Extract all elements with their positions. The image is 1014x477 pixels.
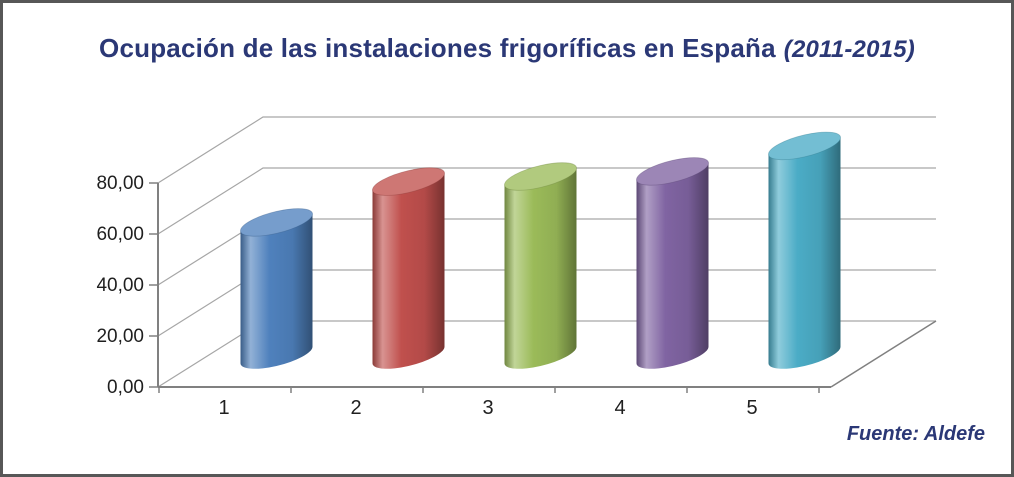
x-tick-label: 4 [614, 397, 625, 419]
cylinder-top [636, 157, 709, 186]
cylinder-5 [768, 131, 841, 369]
cylinder-top [240, 208, 313, 237]
x-tick-label: 2 [350, 397, 361, 419]
x-tick-label: 1 [218, 397, 229, 419]
chart-title-main: Ocupación de las instalaciones frigorífi… [99, 33, 776, 63]
cylinder-4 [636, 157, 709, 369]
cylinder-1 [240, 208, 313, 369]
cylinder-body [636, 163, 709, 369]
cylinder-3 [504, 162, 577, 369]
gridline [157, 116, 936, 184]
cylinder-top [372, 167, 445, 196]
cylinder-body [768, 137, 841, 369]
chart-title: Ocupación de las instalaciones frigorífi… [3, 33, 1011, 64]
y-tick-label: 40,00 [96, 275, 144, 296]
y-tick-label: 0,00 [107, 377, 144, 398]
cylinder-body [504, 168, 577, 369]
cylinder-2 [372, 167, 445, 369]
cylinder-top [504, 162, 577, 191]
y-tick-label: 60,00 [96, 224, 144, 245]
source-label: Fuente: Aldefe [846, 423, 985, 445]
cylinder-body [372, 173, 445, 369]
cylinder-body [240, 214, 313, 369]
y-tick-label: 20,00 [96, 326, 144, 347]
floor-right-edge [830, 320, 937, 388]
chart-title-period: (2011-2015) [783, 36, 915, 63]
x-tick-label: 5 [746, 397, 757, 419]
x-tick-label: 3 [482, 397, 493, 419]
chart-canvas: 0,00 20,00 40,00 60,00 80,00 1 2 3 4 5 [96, 116, 937, 419]
y-tick-label: 80,00 [96, 173, 144, 194]
gridline [157, 167, 936, 235]
cylinder-top [768, 131, 841, 161]
